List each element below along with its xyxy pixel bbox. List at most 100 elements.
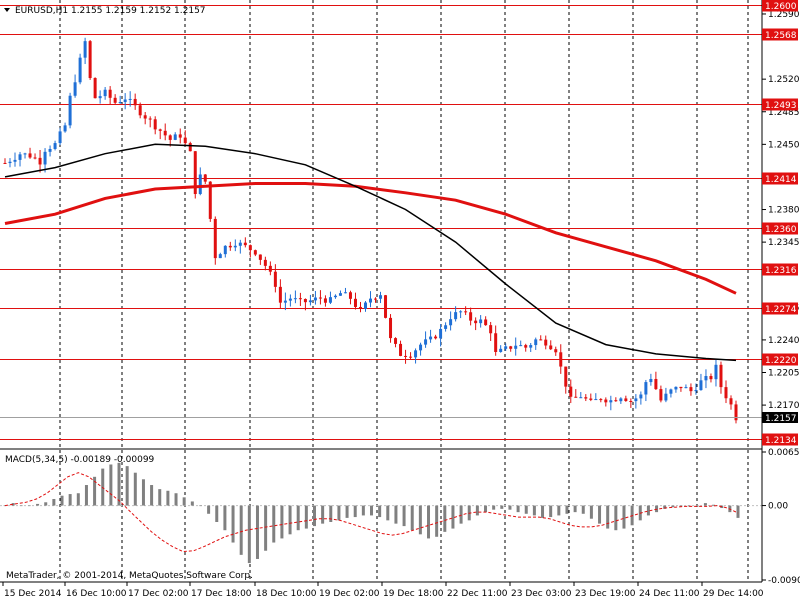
dropdown-triangle-icon[interactable] [4, 8, 10, 12]
candle-body [609, 400, 613, 403]
candle-body [544, 339, 548, 346]
macd-bar [663, 505, 667, 509]
level-label-bg [762, 302, 798, 315]
candle [98, 90, 102, 104]
candle [43, 148, 47, 173]
macd-bar [76, 493, 80, 506]
candle [684, 384, 688, 389]
candle [183, 130, 187, 146]
level-label-bg [762, 172, 798, 185]
candle-body [379, 295, 383, 299]
candle [714, 359, 718, 387]
level-label: 1.2274 [762, 302, 798, 315]
candle-body [18, 154, 22, 160]
candle-body [363, 302, 367, 309]
macd-bar [84, 485, 88, 506]
macd-bar [736, 505, 740, 518]
candle-body [684, 387, 688, 389]
candle-body [649, 378, 653, 383]
candle-body [624, 398, 628, 401]
candle-body [243, 242, 247, 246]
candle-body [479, 319, 483, 324]
level-label-text: 1.2600 [765, 2, 797, 12]
macd-bar [247, 505, 251, 564]
symbol-header-text: EURUSD,H1 1.2155 1.2159 1.2152 1.2157 [15, 6, 206, 16]
candle [283, 292, 287, 311]
candle [569, 379, 573, 404]
candle-body [374, 298, 378, 300]
candle-body [273, 271, 277, 287]
candle-body [313, 297, 317, 301]
candle [409, 352, 413, 360]
candle [389, 314, 393, 343]
candle-body [664, 393, 668, 401]
candle [158, 128, 162, 140]
macd-bar [280, 505, 284, 539]
candle-body [138, 105, 142, 116]
candle-body [504, 346, 508, 349]
macd-tick-label: 0.00 [768, 502, 788, 512]
macd-bar [158, 489, 162, 506]
level-label-text: 1.2134 [765, 436, 797, 446]
candle [369, 291, 372, 308]
candle [594, 393, 598, 401]
time-label: 18 Dec 10:00 [256, 589, 317, 599]
macd-histogram [3, 462, 740, 564]
price-panel[interactable]: EURUSD,H1 1.2155 1.2159 1.2152 1.2157 [0, 0, 762, 582]
candle [574, 389, 578, 398]
candle [203, 174, 207, 184]
macd-bar [484, 505, 488, 513]
candle [524, 343, 528, 352]
macd-bar [394, 505, 398, 524]
current-price-text: 1.2157 [765, 414, 797, 424]
candle [103, 87, 107, 100]
candle [589, 393, 593, 402]
macd-bar [3, 505, 7, 507]
candle-body [369, 298, 372, 303]
candle [394, 337, 398, 348]
candle-body [574, 396, 578, 398]
candle-body [93, 78, 97, 99]
time-label: 19 Dec 02:00 [319, 589, 380, 599]
macd-bar [695, 505, 699, 507]
candle [48, 145, 52, 157]
candle-body [644, 382, 648, 395]
macd-scale: 0.00652 0.00 -0.00906 [762, 448, 800, 586]
candle-body [43, 151, 47, 165]
candle [278, 279, 282, 309]
candle-body [694, 390, 698, 392]
level-label-bg [762, 98, 798, 111]
candle [153, 116, 157, 135]
candle [143, 111, 147, 125]
candle-body [459, 311, 463, 313]
candle-body [654, 378, 658, 390]
candle-body [699, 380, 703, 391]
candle-body [679, 386, 683, 389]
candle [699, 373, 703, 391]
macd-bar [435, 505, 439, 537]
candle-body [524, 345, 528, 348]
candle-body [218, 254, 222, 259]
candle-body [559, 352, 563, 367]
candle [188, 141, 192, 152]
time-label: 24 Dec 11:00 [639, 589, 700, 599]
candle [63, 122, 67, 133]
macd-bar [19, 505, 23, 507]
candle [694, 383, 698, 395]
candle-body [444, 325, 448, 329]
candle-body [579, 397, 583, 399]
candle-body [514, 345, 518, 349]
candle-body [198, 174, 202, 195]
candle-body [534, 339, 538, 346]
price-candles [3, 37, 738, 424]
level-label-bg [762, 222, 798, 235]
candle [28, 147, 32, 159]
candle [243, 237, 247, 248]
candle [379, 291, 383, 304]
candle [494, 325, 498, 356]
candle-body [419, 344, 423, 351]
macd-panel[interactable]: MACD(5,34,5) -0.00189 -0.00099 MetaTrade… [0, 455, 762, 581]
macd-bar [622, 505, 626, 529]
candle [363, 301, 367, 312]
